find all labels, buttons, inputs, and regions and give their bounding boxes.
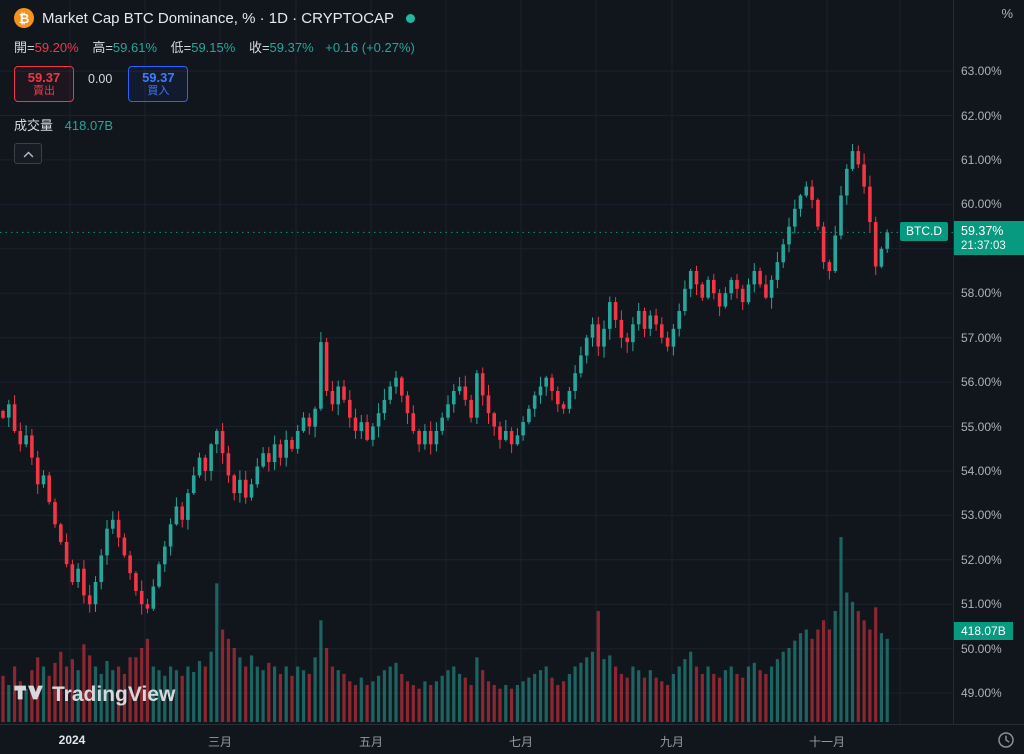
change-value: +0.16 (+0.27%) — [325, 40, 415, 55]
close-value: 59.37% — [269, 40, 314, 55]
price-axis-label: 51.00% — [961, 597, 1002, 612]
time-axis-month-label: 九月 — [659, 735, 685, 749]
time-axis-month-label: 七月 — [508, 735, 534, 749]
symbol-title-row: ₿ Market Cap BTC Dominance, % · 1D · CRY… — [14, 6, 416, 30]
volume-value-badge: 418.07B — [954, 622, 1013, 640]
sell-button[interactable]: 59.37 賣出 — [14, 66, 74, 102]
sell-price: 59.37 — [27, 69, 61, 85]
time-axis-year-label: 2024 — [58, 733, 86, 747]
ohlc-values-row: 開=59.20% 高=59.61% 低=59.15% 收=59.37% +0.1… — [14, 37, 415, 56]
price-axis-label: 62.00% — [961, 108, 1002, 123]
symbol-price-flag: BTC.D — [900, 222, 948, 241]
price-axis-label: 53.00% — [961, 508, 1002, 523]
timezone-clock-icon[interactable] — [997, 731, 1015, 749]
price-axis-label: 50.00% — [961, 641, 1002, 656]
volume-legend[interactable]: 成交量 418.07B — [14, 115, 415, 134]
time-axis-month-label: 五月 — [358, 735, 384, 749]
spread-value: 0.00 — [88, 72, 113, 86]
current-price-badge: 59.37% 21:37:03 — [954, 221, 1024, 255]
price-axis-label: 55.00% — [961, 419, 1002, 434]
watermark-text: TradingView — [52, 683, 176, 706]
price-axis-label: 60.00% — [961, 197, 1002, 212]
price-axis-label: 49.00% — [961, 686, 1002, 701]
buy-price: 59.37 — [142, 69, 175, 85]
price-axis-label: 54.00% — [961, 463, 1002, 478]
high-label: 高= — [92, 40, 113, 55]
price-axis-label: 63.00% — [961, 64, 1002, 79]
chevron-up-icon — [23, 145, 34, 163]
candlestick-chart[interactable] — [0, 0, 953, 724]
close-label: 收= — [248, 40, 270, 55]
volume-legend-label: 成交量 — [14, 118, 54, 133]
time-axis-month-label: 十一月 — [808, 735, 846, 749]
collapse-pane-button[interactable] — [14, 143, 42, 164]
tradingview-watermark: TradingView — [13, 682, 175, 708]
sell-label: 賣出 — [33, 85, 55, 98]
open-label: 開= — [14, 40, 35, 55]
price-axis-label: 52.00% — [961, 552, 1002, 567]
high-value: 59.61% — [112, 40, 157, 55]
bar-countdown: 21:37:03 — [961, 240, 1006, 252]
low-value: 59.15% — [191, 40, 236, 55]
price-axis-label: 57.00% — [961, 330, 1002, 345]
price-axis-label: 58.00% — [961, 286, 1002, 301]
time-axis-month-label: 三月 — [207, 735, 233, 749]
market-status-icon[interactable] — [406, 13, 416, 23]
tradingview-logo-icon — [13, 682, 43, 708]
current-price-value: 59.37% — [961, 224, 1004, 238]
price-axis[interactable]: % 63.00%62.00%61.00%60.00%59.00%58.00%57… — [953, 0, 1024, 724]
open-value: 59.20% — [34, 40, 79, 55]
price-axis-label: 56.00% — [961, 375, 1002, 390]
price-axis-label: 61.00% — [961, 152, 1002, 167]
chart-legend: ₿ Market Cap BTC Dominance, % · 1D · CRY… — [14, 6, 416, 164]
volume-legend-value: 418.07B — [64, 118, 114, 133]
trade-buttons-row: 59.37 賣出 0.00 59.37 買入 — [14, 66, 415, 102]
bitcoin-icon: ₿ — [14, 8, 34, 28]
price-scale-unit[interactable]: % — [1001, 6, 1013, 21]
symbol-title[interactable]: Market Cap BTC Dominance, % · 1D · CRYPT… — [42, 9, 395, 27]
buy-label: 買入 — [147, 85, 170, 98]
low-label: 低= — [170, 40, 192, 55]
buy-button[interactable]: 59.37 買入 — [128, 66, 189, 102]
time-axis[interactable]: 2024 三月 五月 七月 九月 十一月 — [0, 724, 1024, 754]
